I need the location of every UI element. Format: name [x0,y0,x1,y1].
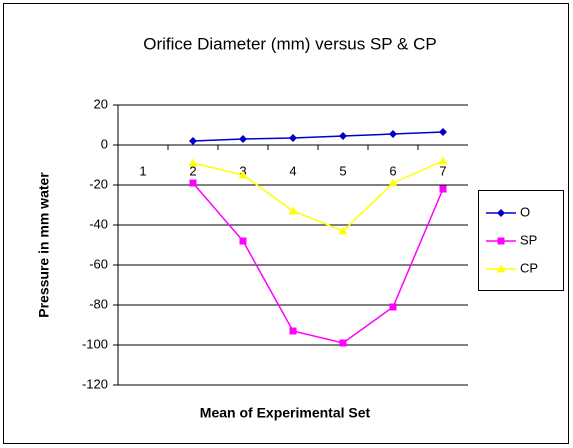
marker [189,137,197,145]
marker [497,237,505,245]
marker [339,339,347,347]
marker [238,170,248,179]
y-tick-label: -60 [89,256,108,271]
y-tick-label: -120 [82,376,108,391]
marker [239,135,247,143]
x-tick-label: 5 [339,163,346,178]
marker [239,237,247,245]
marker [439,185,447,193]
x-tick-label: 1 [139,163,146,178]
marker [288,206,298,215]
marker [496,264,506,273]
marker [188,158,198,167]
x-tick-label: 7 [439,163,446,178]
marker [438,156,448,165]
series-line [192,182,444,344]
x-tick-label: 4 [289,163,296,178]
marker [389,130,397,138]
y-axis-title: Pressure in mm water [36,172,52,318]
legend-label: SP [520,232,537,247]
chart-title: Orifice Diameter (mm) versus SP & CP [143,34,436,53]
marker [189,179,197,187]
marker [338,226,348,235]
marker [289,134,297,142]
y-tick-label: -20 [89,176,108,191]
y-tick-label: -100 [82,336,108,351]
marker [388,178,398,187]
y-tick-label: -40 [89,216,108,231]
series-line [192,160,444,232]
x-axis-title: Mean of Experimental Set [200,405,371,421]
marker [289,327,297,335]
x-tick-label: 2 [189,163,196,178]
marker [439,128,447,136]
y-tick-label: -80 [89,296,108,311]
legend-label: O [520,204,530,219]
y-tick-label: 0 [101,136,108,151]
marker [389,303,397,311]
legend-label: CP [520,260,538,275]
x-tick-label: 6 [389,163,396,178]
marker [497,209,505,217]
y-tick-label: 20 [94,96,108,111]
series-line [192,131,444,142]
marker [339,132,347,140]
chart-border [3,3,569,444]
